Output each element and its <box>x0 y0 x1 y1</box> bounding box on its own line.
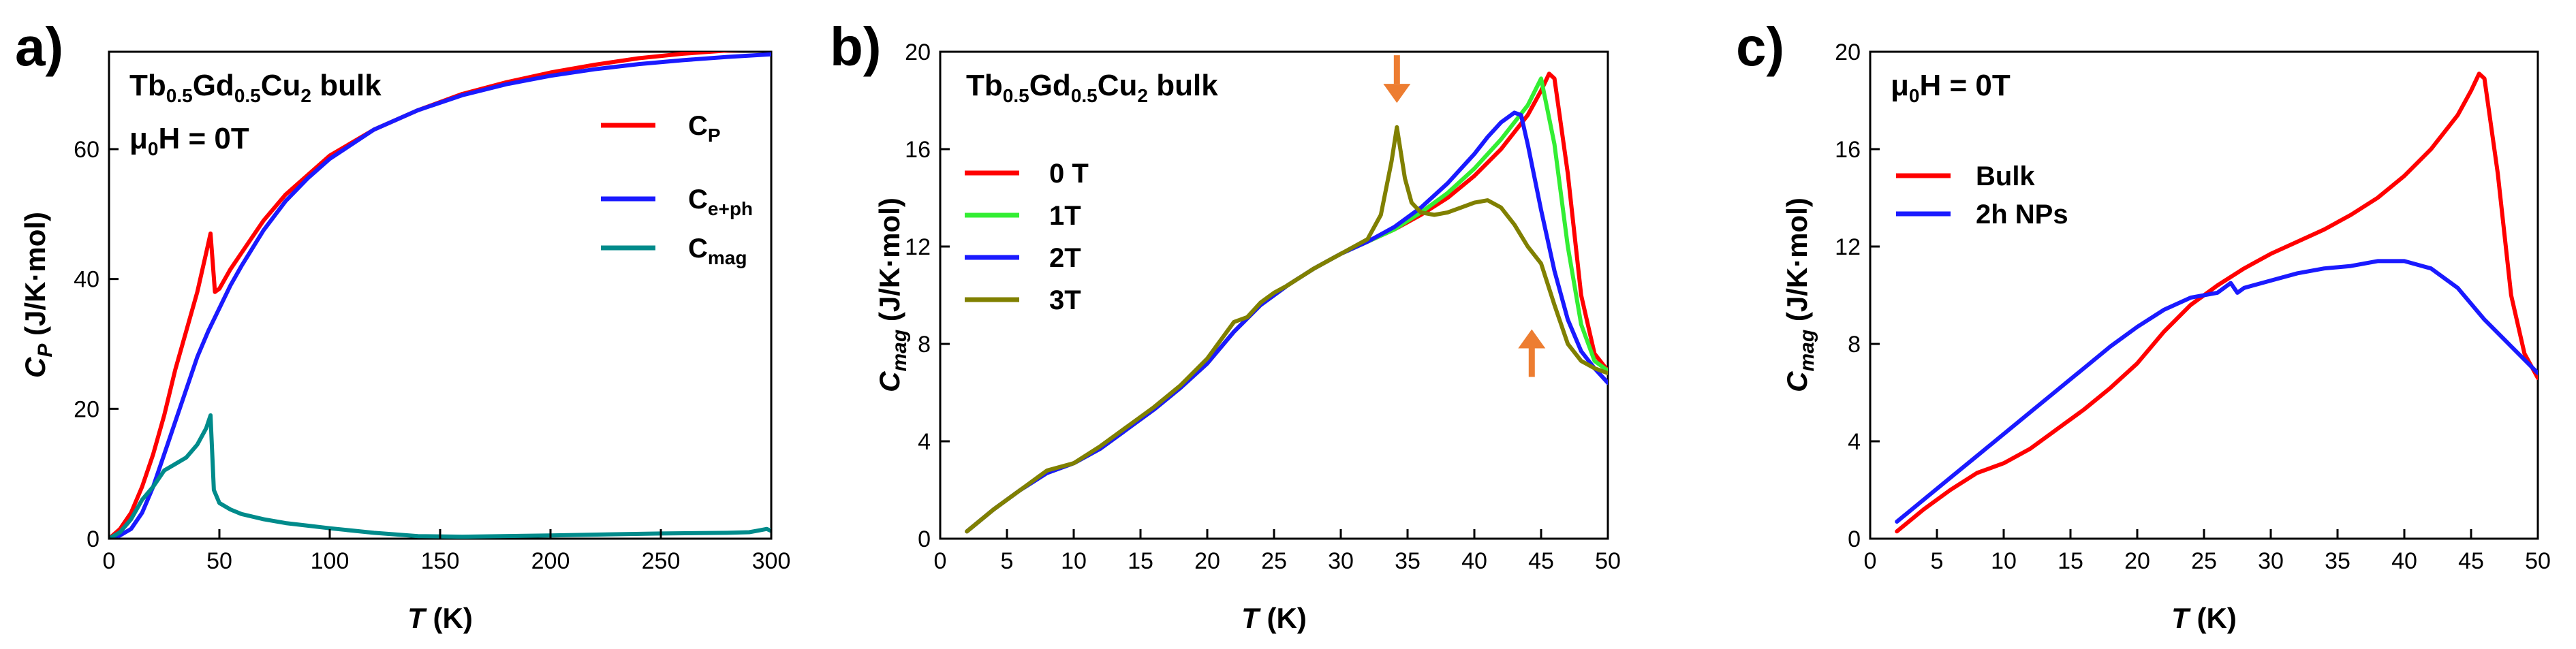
x-tick-label: 20 <box>1194 548 1220 574</box>
legend-label-3t: 3T <box>1049 285 1081 315</box>
x-tick-label: 5 <box>1931 548 1944 574</box>
arrow-down-icon <box>1383 55 1411 104</box>
panel-c-field-label: μ0H = 0T <box>1891 69 2011 106</box>
x-tick-label: 50 <box>2525 548 2551 574</box>
panel-a-field-label: μ0H = 0T <box>129 122 249 159</box>
y-tick-label: 20 <box>74 396 99 422</box>
series-line-c-bulk <box>1895 72 2538 534</box>
panel-a-y-axis-label: CP (J/K·mol) <box>19 212 57 378</box>
legend-label-cmag: Cmag <box>688 234 747 268</box>
panel-a-legend: CP Ce+ph Cmag <box>601 111 753 268</box>
x-tick-label: 15 <box>2058 548 2083 574</box>
x-tick-label: 20 <box>2124 548 2150 574</box>
x-tick-label: 250 <box>642 548 681 574</box>
x-tick-label: 5 <box>1001 548 1014 574</box>
y-tick-label: 4 <box>1848 429 1861 455</box>
panel-c-x-ticks: 0 5 10 15 20 25 30 35 40 45 50 <box>1864 529 2551 574</box>
legend-label-0t: 0 T <box>1049 159 1089 189</box>
legend-label-2t: 2T <box>1049 243 1081 273</box>
panel-b-y-ticks: 0 4 8 12 16 20 <box>905 39 950 552</box>
x-tick-label: 40 <box>1461 548 1487 574</box>
panel-b-x-ticks: 0 5 10 15 20 25 30 35 40 45 50 <box>934 529 1621 574</box>
series-line-c-2h-nps <box>1895 259 2538 524</box>
y-tick-label: 0 <box>87 526 99 552</box>
panel-a: a) 0 50 100 150 200 250 300 0 20 40 60 T (K) CP (… <box>15 16 790 634</box>
y-tick-label: 60 <box>74 137 99 163</box>
x-tick-label: 45 <box>2458 548 2484 574</box>
y-tick-label: 16 <box>1835 137 1861 163</box>
panel-c-x-axis-label: T (K) <box>2171 602 2237 634</box>
series-line-b-2t <box>965 110 1608 534</box>
legend-label-1t: 1T <box>1049 201 1081 231</box>
x-tick-label: 35 <box>2325 548 2350 574</box>
x-tick-label: 50 <box>206 548 232 574</box>
x-tick-label: 15 <box>1128 548 1153 574</box>
x-tick-label: 0 <box>934 548 947 574</box>
y-tick-label: 40 <box>74 267 99 293</box>
x-tick-label: 25 <box>1261 548 1287 574</box>
panel-a-x-axis-label: T (K) <box>407 602 473 634</box>
legend-label-cp: CP <box>688 111 721 146</box>
panel-b-arrows <box>1383 55 1546 377</box>
y-tick-label: 20 <box>1835 39 1861 65</box>
panel-a-series-group <box>109 52 771 539</box>
x-tick-label: 30 <box>1328 548 1354 574</box>
x-tick-label: 300 <box>752 548 791 574</box>
panel-b-legend: 0 T 1T 2T 3T <box>965 159 1089 315</box>
legend-label-bulk: Bulk <box>1976 161 2035 191</box>
panel-a-x-ticks: 0 50 100 150 200 250 300 <box>103 529 791 574</box>
x-tick-label: 0 <box>1864 548 1877 574</box>
x-tick-label: 35 <box>1395 548 1421 574</box>
panel-b-label: b) <box>830 16 882 77</box>
x-tick-label: 45 <box>1528 548 1554 574</box>
x-tick-label: 200 <box>531 548 570 574</box>
y-tick-label: 12 <box>1835 234 1861 260</box>
y-tick-label: 0 <box>1848 526 1861 552</box>
series-line-b-3t <box>965 125 1608 534</box>
y-tick-label: 4 <box>918 429 931 455</box>
x-tick-label: 150 <box>421 548 460 574</box>
panel-a-compound-label: Tb0.5Gd0.5Cu2 bulk <box>129 69 382 106</box>
panel-a-label: a) <box>15 16 63 77</box>
panel-b-x-axis-label: T (K) <box>1241 602 1307 634</box>
panel-b-compound-label: Tb0.5Gd0.5Cu2 bulk <box>966 69 1218 106</box>
x-tick-label: 40 <box>2391 548 2417 574</box>
panel-b-series-group <box>965 72 1608 534</box>
y-tick-label: 20 <box>905 39 931 65</box>
x-tick-label: 50 <box>1595 548 1621 574</box>
panel-a-y-ticks: 0 20 40 60 <box>74 137 119 552</box>
x-tick-label: 30 <box>2258 548 2284 574</box>
x-tick-label: 0 <box>103 548 116 574</box>
series-line-a-c-p <box>109 52 744 539</box>
legend-label-2h-nps: 2h NPs <box>1976 200 2068 229</box>
x-tick-label: 100 <box>311 548 350 574</box>
x-tick-label: 10 <box>1991 548 2017 574</box>
y-tick-label: 12 <box>905 234 931 260</box>
legend-label-ceph: Ce+ph <box>688 185 753 219</box>
y-tick-label: 8 <box>1848 332 1861 358</box>
panel-c-label: c) <box>1736 16 1784 77</box>
y-tick-label: 16 <box>905 137 931 163</box>
x-tick-label: 25 <box>2191 548 2217 574</box>
y-tick-label: 8 <box>918 332 931 358</box>
arrow-up-icon <box>1518 329 1546 377</box>
panel-c-series-group <box>1895 72 2538 534</box>
panel-b-y-axis-label: Cmag (J/K·mol) <box>873 197 911 392</box>
series-line-a-c-e-ph <box>109 52 771 539</box>
y-tick-label: 0 <box>918 526 931 552</box>
series-line-a-c-mag <box>109 413 771 539</box>
panel-c-y-axis-label: Cmag (J/K·mol) <box>1781 197 1818 392</box>
panel-c-legend: Bulk 2h NPs <box>1896 161 2068 229</box>
x-tick-label: 10 <box>1061 548 1087 574</box>
panel-c-y-ticks: 0 4 8 12 16 20 <box>1835 39 1880 552</box>
